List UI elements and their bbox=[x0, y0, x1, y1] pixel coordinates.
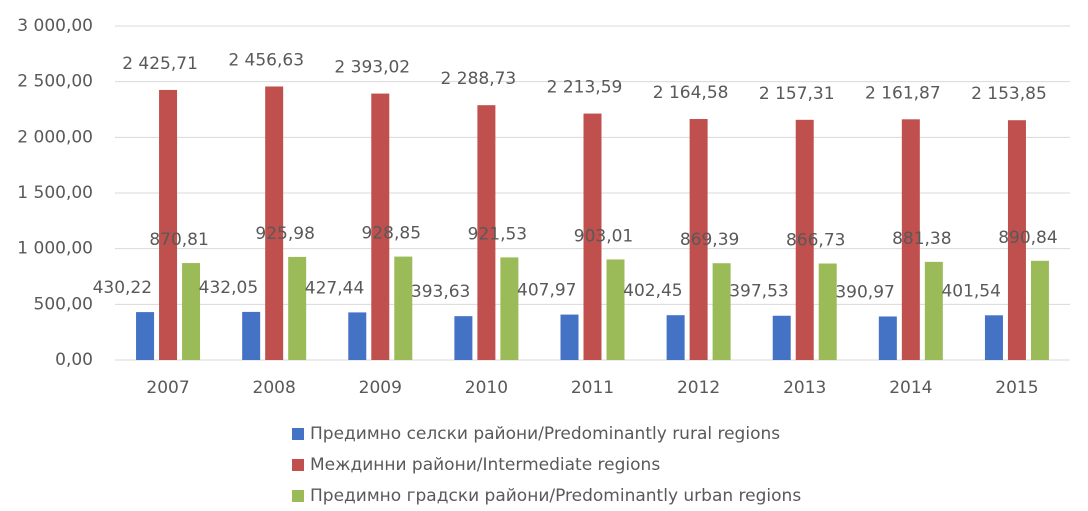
data-label: 2 425,71 bbox=[122, 54, 198, 74]
legend-swatch bbox=[292, 428, 304, 440]
data-label: 427,44 bbox=[305, 278, 364, 298]
data-label: 2 393,02 bbox=[334, 58, 410, 78]
x-tick-label: 2009 bbox=[359, 378, 402, 398]
data-label: 397,53 bbox=[729, 282, 788, 302]
bar bbox=[583, 113, 602, 360]
y-tick-label: 3 000,00 bbox=[17, 16, 93, 36]
data-label: 921,53 bbox=[468, 224, 527, 244]
y-tick-label: 2 500,00 bbox=[17, 72, 93, 92]
legend-swatch bbox=[292, 490, 304, 502]
y-tick-label: 2 000,00 bbox=[17, 127, 93, 147]
bar bbox=[666, 315, 685, 360]
data-label: 2 157,31 bbox=[759, 84, 835, 104]
data-label: 870,81 bbox=[149, 230, 208, 250]
data-label: 2 213,59 bbox=[547, 78, 623, 98]
y-tick-label: 1 000,00 bbox=[17, 239, 93, 259]
data-label: 890,84 bbox=[998, 228, 1057, 248]
bar bbox=[500, 257, 519, 360]
bar bbox=[371, 93, 390, 360]
data-label: 925,98 bbox=[255, 224, 314, 244]
bar bbox=[772, 315, 791, 360]
data-label: 869,39 bbox=[680, 230, 739, 250]
bar bbox=[1007, 120, 1026, 360]
bar bbox=[984, 315, 1003, 360]
y-tick-label: 500,00 bbox=[34, 294, 93, 314]
data-label: 401,54 bbox=[941, 281, 1000, 301]
data-label: 2 164,58 bbox=[653, 83, 729, 103]
x-tick-label: 2013 bbox=[783, 378, 826, 398]
bar bbox=[689, 119, 708, 360]
bar bbox=[818, 263, 837, 360]
legend-swatch bbox=[292, 459, 304, 471]
x-tick-label: 2010 bbox=[465, 378, 508, 398]
bar bbox=[394, 256, 413, 360]
bar bbox=[265, 86, 284, 361]
bar bbox=[712, 263, 731, 360]
bar bbox=[288, 256, 307, 360]
bar bbox=[477, 105, 496, 361]
data-label: 928,85 bbox=[362, 224, 421, 244]
data-label: 2 161,87 bbox=[865, 83, 941, 103]
bar bbox=[136, 312, 155, 360]
data-label: 881,38 bbox=[892, 229, 951, 249]
bar bbox=[901, 119, 920, 361]
bar bbox=[606, 259, 625, 360]
data-label: 432,05 bbox=[199, 278, 258, 298]
x-tick-label: 2012 bbox=[677, 378, 720, 398]
bar bbox=[348, 312, 367, 360]
bar bbox=[795, 119, 814, 360]
data-label: 407,97 bbox=[517, 281, 576, 301]
data-label: 402,45 bbox=[623, 281, 682, 301]
y-tick-label: 1 500,00 bbox=[17, 183, 93, 203]
legend-label: Междинни райони/Intermediate regions bbox=[310, 455, 660, 475]
data-label: 866,73 bbox=[786, 231, 845, 251]
data-label: 2 456,63 bbox=[228, 50, 304, 70]
bar bbox=[560, 314, 579, 360]
x-tick-label: 2011 bbox=[571, 378, 614, 398]
bar bbox=[454, 316, 473, 360]
legend-label: Предимно селски райони/Predominantly rur… bbox=[310, 424, 780, 444]
x-tick-label: 2015 bbox=[995, 378, 1038, 398]
data-label: 430,22 bbox=[93, 278, 152, 298]
bar bbox=[242, 311, 261, 360]
data-label: 2 153,85 bbox=[971, 84, 1047, 104]
legend-label: Предимно градски райони/Predominantly ur… bbox=[310, 486, 801, 506]
data-label: 390,97 bbox=[835, 282, 894, 302]
data-label: 2 288,73 bbox=[441, 69, 517, 89]
bar bbox=[924, 261, 943, 360]
y-tick-label: 0,00 bbox=[55, 350, 93, 370]
x-tick-label: 2014 bbox=[889, 378, 932, 398]
bar bbox=[182, 263, 201, 360]
x-tick-label: 2007 bbox=[146, 378, 189, 398]
x-tick-label: 2008 bbox=[253, 378, 296, 398]
data-label: 903,01 bbox=[574, 226, 633, 246]
bar bbox=[878, 316, 897, 360]
bar bbox=[159, 89, 178, 360]
bar bbox=[1030, 260, 1049, 360]
data-label: 393,63 bbox=[411, 282, 470, 302]
